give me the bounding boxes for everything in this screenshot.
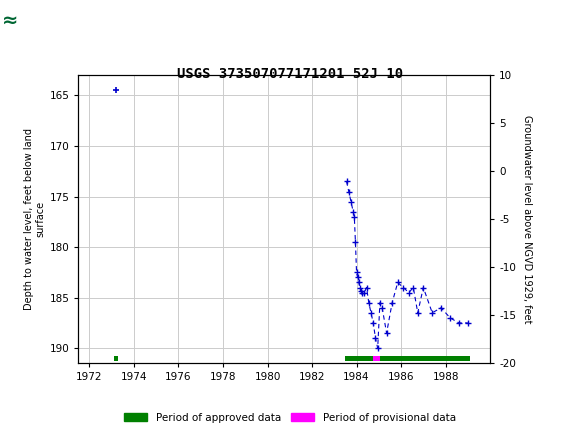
Legend: Period of approved data, Period of provisional data: Period of approved data, Period of provi… xyxy=(124,413,456,423)
Text: ≈: ≈ xyxy=(2,11,18,30)
Bar xyxy=(374,356,380,361)
Bar xyxy=(346,356,470,361)
Y-axis label: Groundwater level above NGVD 1929, feet: Groundwater level above NGVD 1929, feet xyxy=(521,115,532,323)
Text: USGS 373507077171201 52J 10: USGS 373507077171201 52J 10 xyxy=(177,67,403,81)
Y-axis label: Depth to water level, feet below land
surface: Depth to water level, feet below land su… xyxy=(24,128,45,310)
Bar xyxy=(114,356,118,361)
Text: USGS: USGS xyxy=(9,12,52,29)
Bar xyxy=(1,4,27,37)
